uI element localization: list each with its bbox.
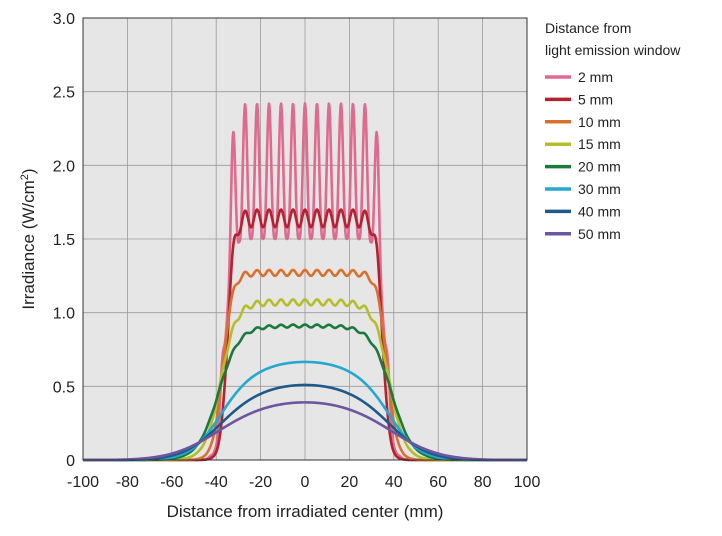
y-tick-label: 2.0: [53, 158, 75, 175]
x-tick-label: 80: [474, 474, 492, 491]
plot-frame: [82, 17, 528, 461]
y-axis-title-close: ): [19, 168, 38, 174]
x-axis-title: Distance from irradiated center (mm): [167, 502, 444, 521]
x-tick-label: 20: [341, 474, 359, 491]
legend-label: 30 mm: [578, 181, 621, 197]
y-axis-ticks: 0 0.5 1.0 1.5 2.0 2.5 3.0: [53, 11, 75, 470]
x-tick-label: 60: [429, 474, 447, 491]
legend: Distance from light emission window 2 mm…: [545, 20, 681, 242]
x-tick-label: 100: [514, 474, 541, 491]
legend-title-line-2: light emission window: [545, 42, 681, 58]
y-tick-label: 0.5: [53, 379, 75, 396]
y-axis-title: Irradiance (W/cm2): [19, 168, 38, 309]
legend-label: 5 mm: [578, 91, 613, 107]
grid: [82, 17, 528, 461]
x-tick-label: -100: [67, 474, 99, 491]
legend-title-line-1: Distance from: [545, 20, 631, 36]
legend-label: 15 mm: [578, 136, 621, 152]
y-tick-label: 3.0: [53, 11, 75, 28]
legend-label: 50 mm: [578, 226, 621, 242]
y-tick-label: 0: [66, 453, 75, 470]
x-axis-ticks: -100 -80 -60 -40 -20 0 20 40 60 80 100: [67, 474, 540, 491]
legend-label: 40 mm: [578, 203, 621, 219]
series-line-40-mm: [82, 383, 528, 462]
x-tick-label: -60: [160, 474, 183, 491]
x-tick-label: -40: [205, 474, 228, 491]
legend-label: 2 mm: [578, 69, 613, 85]
series-line-50-mm: [82, 401, 528, 462]
y-axis-title-main: Irradiance (W/cm: [19, 180, 38, 309]
x-tick-label: 0: [301, 474, 310, 491]
legend-label: 20 mm: [578, 159, 621, 175]
y-tick-label: 2.5: [53, 85, 75, 102]
legend-items: 2 mm 5 mm 10 mm 15 mm 20 mm 30 mm 40 mm 50 mm: [545, 69, 621, 242]
x-tick-label: 40: [385, 474, 403, 491]
y-axis-title-superscript: 2: [19, 174, 31, 180]
legend-label: 10 mm: [578, 114, 621, 130]
y-tick-label: 1.5: [53, 232, 75, 249]
x-tick-label: -20: [249, 474, 272, 491]
x-tick-label: -80: [116, 474, 139, 491]
y-tick-label: 1.0: [53, 306, 75, 323]
